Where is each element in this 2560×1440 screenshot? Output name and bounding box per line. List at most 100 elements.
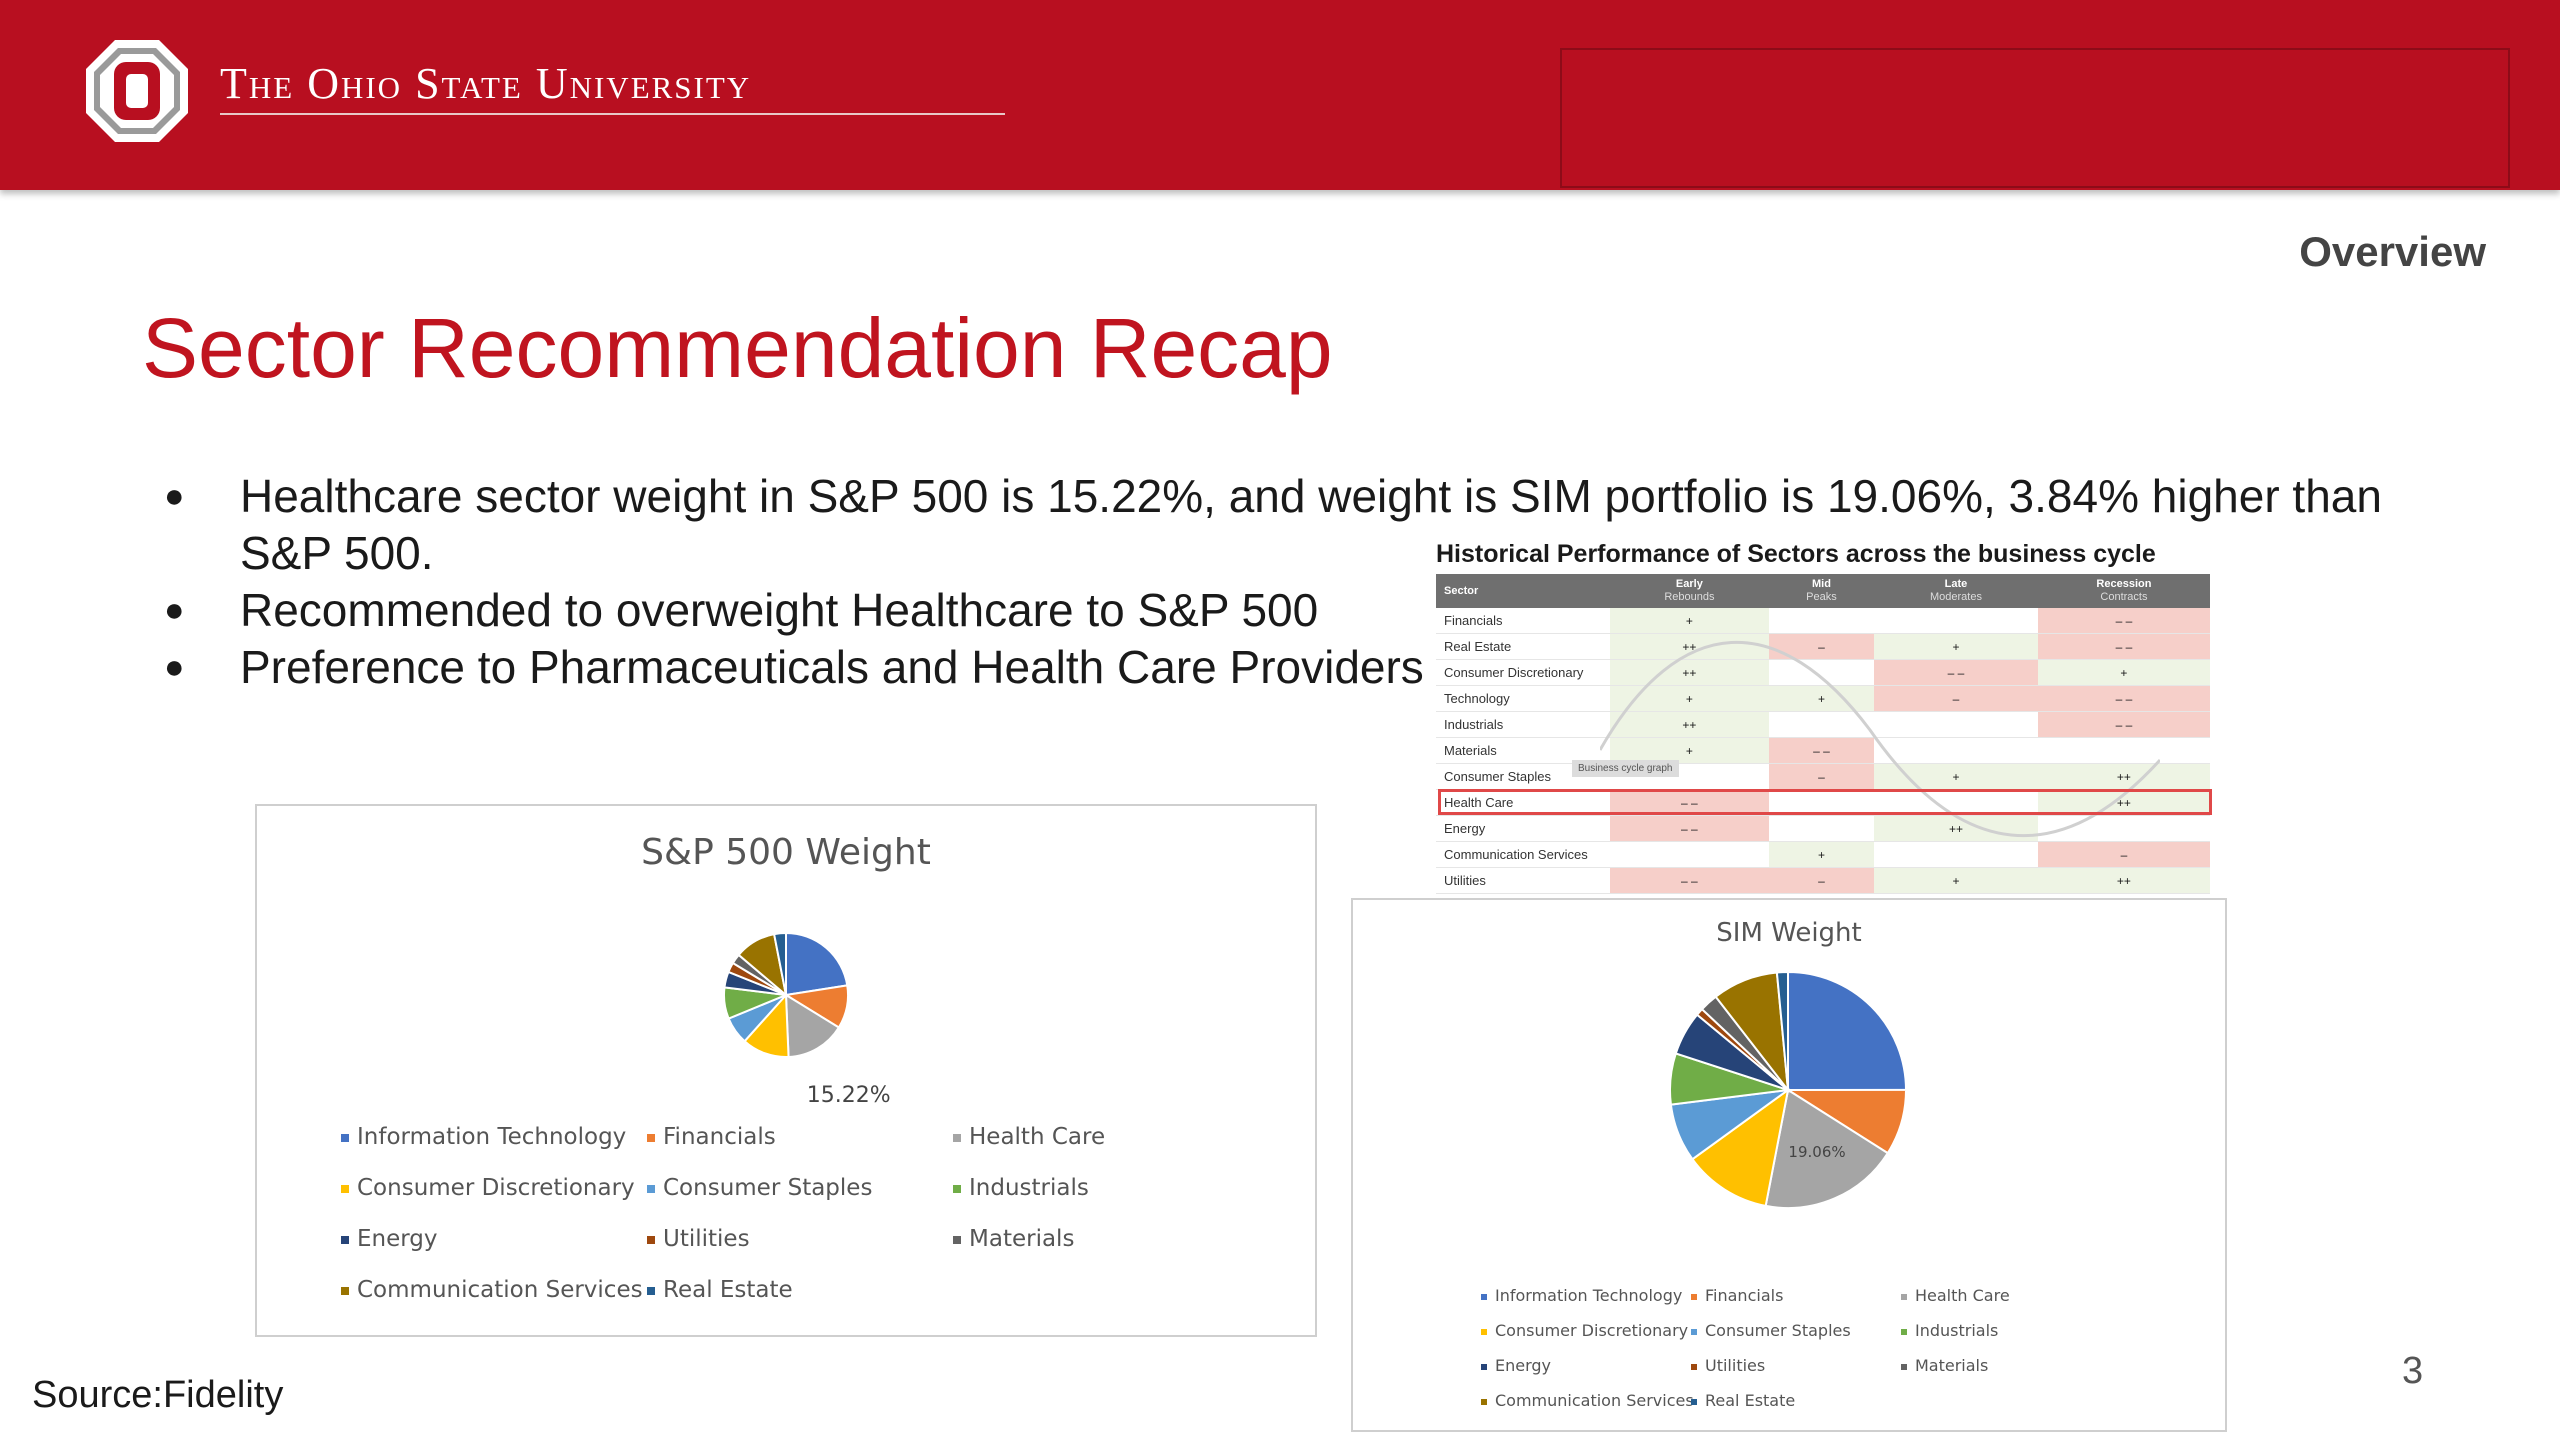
legend-label: Materials — [969, 1226, 1075, 1252]
cycle-cell — [1768, 659, 1875, 686]
business-cycle-label: Business cycle graph — [1572, 760, 1679, 777]
legend-item: Health Care — [953, 1124, 1105, 1150]
cycle-cell: + — [1874, 633, 2038, 660]
header-placeholder-box — [1560, 48, 2510, 188]
cycle-cell: – – — [2037, 711, 2210, 738]
sp500-pie: 15.22% — [723, 931, 891, 1108]
legend-swatch — [953, 1184, 961, 1193]
cycle-cell: + — [1768, 841, 1875, 868]
sector-name: Health Care — [1436, 789, 1610, 816]
legend-swatch — [1691, 1328, 1697, 1335]
university-name: The Ohio State University — [220, 59, 752, 108]
column-header: Recession Contracts — [2037, 574, 2210, 608]
cycle-cell — [1768, 711, 1875, 738]
legend-item: Information Technology — [341, 1124, 626, 1150]
legend-label: Consumer Staples — [663, 1175, 873, 1201]
legend-swatch — [1481, 1398, 1487, 1405]
legend-item: Information Technology — [1481, 1286, 1682, 1305]
cycle-cell: ++ — [1610, 659, 1769, 686]
legend-swatch — [341, 1235, 349, 1244]
cycle-cell: – – — [1610, 815, 1769, 842]
legend-item: Materials — [953, 1226, 1074, 1252]
pie-slice — [785, 931, 849, 997]
sim-weight-chart: SIM Weight 19.06% Information Technology… — [1351, 898, 2227, 1432]
sector-name: Materials — [1436, 737, 1610, 764]
cycle-cell — [2037, 737, 2210, 764]
sector-name: Consumer Discretionary — [1436, 659, 1610, 686]
cycle-cell: + — [1768, 685, 1875, 712]
cycle-cell: – — [2037, 841, 2210, 868]
heatmap-title: Historical Performance of Sectors across… — [1436, 540, 2156, 568]
legend-swatch — [1481, 1293, 1487, 1300]
cycle-cell: ++ — [2037, 763, 2210, 790]
cycle-cell: – – — [2037, 633, 2210, 660]
cycle-cell — [1874, 841, 2038, 868]
sim-pie: 19.06% — [1669, 970, 1908, 1209]
table-row: Utilities – – – + ++ — [1436, 867, 2210, 894]
cycle-cell: ++ — [2037, 867, 2210, 894]
table-row: Consumer Discretionary ++ – – + — [1436, 659, 2210, 686]
slide-title: Sector Recommendation Recap — [142, 301, 1333, 395]
cycle-cell: + — [1610, 608, 1769, 634]
legend-item: Industrials — [1901, 1321, 1998, 1340]
legend-label: Real Estate — [663, 1277, 793, 1303]
legend-label: Communication Services — [357, 1277, 643, 1303]
legend-label: Consumer Staples — [1705, 1321, 1851, 1340]
cycle-cell: ++ — [1874, 815, 2038, 842]
legend-item: Health Care — [1901, 1286, 2010, 1305]
legend-swatch — [1691, 1293, 1697, 1300]
ohio-state-logo — [86, 40, 188, 142]
header-bar: The Ohio State University — [0, 0, 2560, 190]
legend-item: Financials — [1691, 1286, 1783, 1305]
table-row: Industrials ++ – – — [1436, 711, 2210, 738]
legend-label: Real Estate — [1705, 1391, 1796, 1410]
legend-label: Materials — [1915, 1356, 1989, 1375]
sector-name: Technology — [1436, 685, 1610, 712]
sector-name: Financials — [1436, 608, 1610, 634]
pie-slice — [1691, 1087, 1790, 1208]
legend-item: Energy — [341, 1226, 438, 1252]
cycle-cell — [1874, 737, 2038, 764]
legend-label: Industrials — [969, 1175, 1089, 1201]
cycle-cell: + — [1874, 867, 2038, 894]
legend-label: Health Care — [1915, 1286, 2010, 1305]
pie-slice — [1775, 970, 1789, 1091]
legend-swatch — [953, 1235, 961, 1244]
legend-item: Communication Services — [341, 1277, 643, 1303]
cycle-cell — [1610, 841, 1769, 868]
legend-label: Utilities — [1705, 1356, 1766, 1375]
legend-swatch — [1691, 1363, 1697, 1370]
cycle-cell: ++ — [1610, 711, 1769, 738]
column-header: Late Moderates — [1874, 574, 2038, 608]
table-row: Technology + + – – – — [1436, 685, 2210, 712]
legend-swatch — [1901, 1363, 1907, 1370]
legend-item: Communication Services — [1481, 1391, 1694, 1410]
legend-item: Utilities — [1691, 1356, 1765, 1375]
cycle-cell — [1768, 815, 1875, 842]
pie-slice — [1787, 970, 1908, 1092]
cycle-cell: – — [1768, 763, 1875, 790]
legend-label: Consumer Discretionary — [1495, 1321, 1689, 1340]
legend-label: Consumer Discretionary — [357, 1175, 635, 1201]
legend-item: Consumer Discretionary — [341, 1175, 635, 1201]
legend-item: Real Estate — [1691, 1391, 1795, 1410]
data-label: 15.22% — [807, 1083, 891, 1108]
column-header: Early Rebounds — [1610, 574, 1769, 608]
legend-swatch — [341, 1133, 349, 1142]
cycle-cell: – — [1768, 633, 1875, 660]
column-header: Mid Peaks — [1768, 574, 1875, 608]
sector-name: Energy — [1436, 815, 1610, 842]
legend-item: Financials — [647, 1124, 776, 1150]
bullet-item: Preference to Pharmaceuticals and Health… — [164, 639, 1440, 696]
legend-swatch — [647, 1235, 655, 1244]
cycle-cell: – – — [1610, 789, 1769, 816]
legend-swatch — [1481, 1363, 1487, 1370]
cycle-cell: – – — [1768, 737, 1875, 764]
legend-item: Utilities — [647, 1226, 750, 1252]
data-label: 19.06% — [1788, 1143, 1845, 1161]
table-row: Real Estate ++ – + – – — [1436, 633, 2210, 660]
cycle-cell: – – — [2037, 608, 2210, 634]
legend-label: Information Technology — [357, 1124, 627, 1150]
section-label: Overview — [2299, 228, 2486, 275]
cycle-cell — [1768, 608, 1875, 634]
